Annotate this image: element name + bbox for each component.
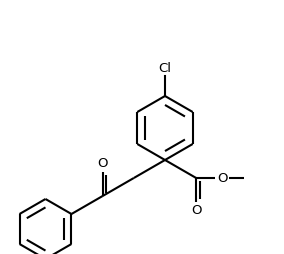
Text: O: O [191, 204, 201, 217]
Text: Cl: Cl [158, 62, 172, 75]
Text: O: O [97, 157, 108, 170]
Text: O: O [217, 171, 227, 184]
